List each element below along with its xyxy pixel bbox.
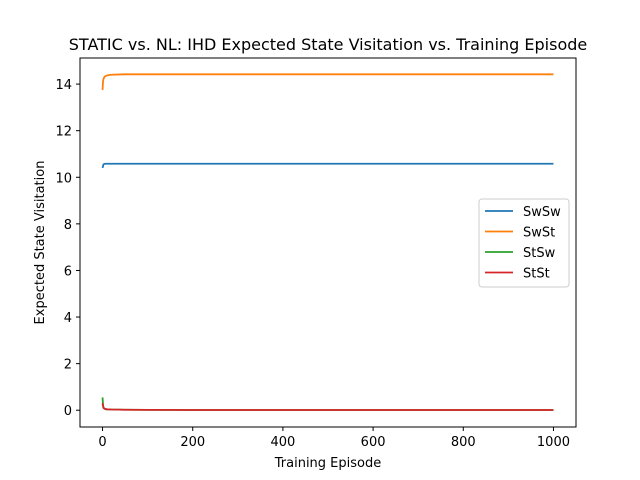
series-line-swst xyxy=(101,73,554,90)
y-tick-label: 10 xyxy=(55,171,72,186)
y-tick-label: 14 xyxy=(55,78,72,93)
chart-title: STATIC vs. NL: IHD Expected State Visita… xyxy=(69,35,587,54)
series-line-stst xyxy=(101,403,554,411)
legend-label: SwSt xyxy=(523,226,555,241)
x-tick-label: 1000 xyxy=(537,435,570,450)
x-axis: 0 200 400 600 800 1000 xyxy=(98,427,570,450)
x-tick-label: 400 xyxy=(270,435,295,450)
series-layer xyxy=(101,73,554,411)
y-axis: 0 2 4 6 8 10 12 14 xyxy=(55,78,80,419)
y-tick-label: 4 xyxy=(64,311,72,326)
x-tick-label: 200 xyxy=(180,435,205,450)
x-tick-label: 0 xyxy=(98,435,106,450)
legend-label: StSt xyxy=(523,267,550,282)
y-tick-label: 12 xyxy=(55,125,72,140)
y-tick-label: 6 xyxy=(64,264,72,279)
series-line-swsw xyxy=(101,162,554,169)
y-tick-label: 2 xyxy=(64,358,72,373)
legend-label: StSw xyxy=(523,246,556,261)
legend-box xyxy=(478,198,570,288)
y-axis-label: Expected State Visitation xyxy=(33,161,48,325)
plot-frame xyxy=(79,57,577,428)
x-tick-label: 600 xyxy=(361,435,386,450)
y-tick-label: 8 xyxy=(64,218,72,233)
y-tick-label: 0 xyxy=(64,404,72,419)
legend: SwSw SwSt StSw StSt xyxy=(478,198,570,288)
x-axis-label: Training Episode xyxy=(274,456,381,471)
x-tick-label: 800 xyxy=(451,435,476,450)
series-line-stsw xyxy=(101,397,554,411)
legend-label: SwSw xyxy=(523,205,561,220)
